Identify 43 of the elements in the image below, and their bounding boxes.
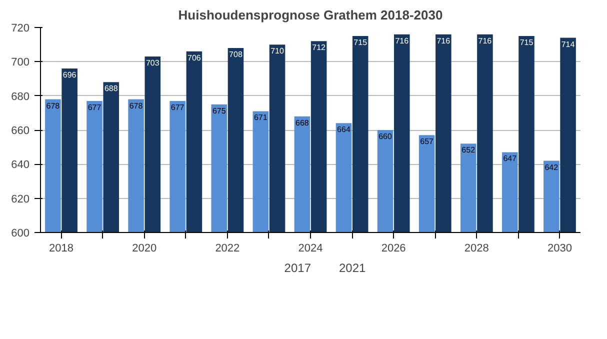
x-tick-label: 2018 xyxy=(49,242,74,254)
x-tick-label: 2024 xyxy=(298,242,323,254)
data-label: 710 xyxy=(270,46,284,56)
data-label: 712 xyxy=(312,43,326,52)
data-label: 647 xyxy=(503,154,518,164)
data-label: 688 xyxy=(104,84,118,94)
data-label: 675 xyxy=(212,106,226,116)
x-tick-label: 2020 xyxy=(132,242,157,254)
y-tick-label: 640 xyxy=(11,159,30,172)
data-label: 696 xyxy=(62,70,77,80)
data-label: 668 xyxy=(296,118,310,128)
y-tick-label: 620 xyxy=(11,193,30,206)
data-label: 678 xyxy=(129,101,144,110)
data-label: 642 xyxy=(544,162,559,172)
data-label: 708 xyxy=(229,50,243,59)
data-label: 671 xyxy=(254,113,268,122)
y-tick-label: 720 xyxy=(11,22,30,34)
text: 2017 xyxy=(284,261,311,275)
data-label: 715 xyxy=(520,38,534,48)
data-label: 703 xyxy=(146,58,160,68)
y-tick-label: 700 xyxy=(11,56,30,69)
y-tick-label: 600 xyxy=(11,228,30,240)
data-label: 716 xyxy=(395,36,410,46)
x-tick-label: 2030 xyxy=(547,242,572,254)
data-label: 657 xyxy=(420,137,434,146)
x-tick-label: 2026 xyxy=(381,242,406,254)
y-tick-label: 660 xyxy=(11,125,30,137)
x-tick-label: 2028 xyxy=(464,242,489,254)
data-label: 664 xyxy=(337,125,351,134)
data-label: 660 xyxy=(378,132,392,141)
data-label: 677 xyxy=(88,102,102,112)
data-label: 716 xyxy=(478,36,492,46)
data-label: 677 xyxy=(170,102,185,112)
chart-title: Huishoudensprognose Grathem 2018-2030 xyxy=(178,8,443,22)
data-label: 716 xyxy=(436,36,451,46)
text: 2021 xyxy=(339,261,366,275)
x-tick-label: 2022 xyxy=(215,242,240,254)
data-label: 678 xyxy=(46,101,60,110)
y-tick-label: 680 xyxy=(11,90,30,103)
data-label: 714 xyxy=(561,40,576,49)
data-label: 715 xyxy=(354,38,368,48)
data-label: 652 xyxy=(462,146,476,155)
data-label: 706 xyxy=(188,53,202,62)
